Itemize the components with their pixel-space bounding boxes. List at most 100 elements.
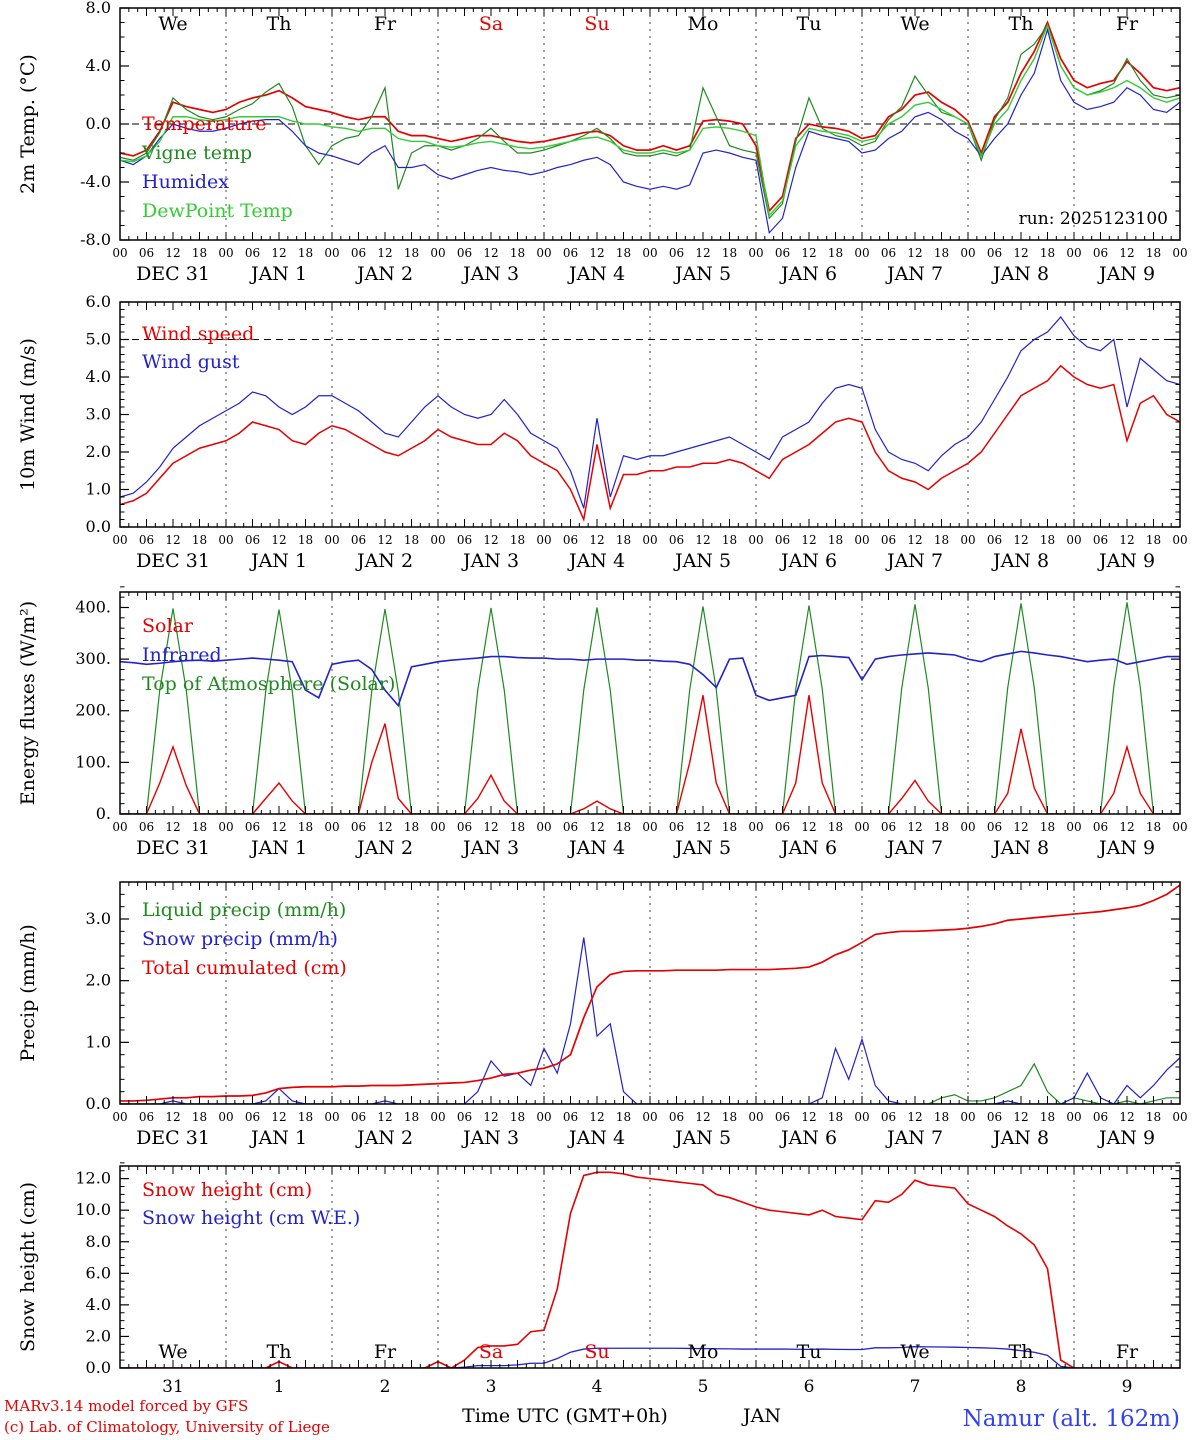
svg-text:00: 00 (112, 246, 127, 260)
model-credit: MARv3.14 model forced by GFS (c) Lab. of… (4, 1396, 330, 1438)
svg-text:0.0: 0.0 (86, 517, 111, 536)
svg-text:00: 00 (536, 1110, 551, 1124)
svg-text:18: 18 (1146, 1110, 1161, 1124)
svg-text:12: 12 (907, 1110, 922, 1124)
svg-text:12: 12 (1013, 820, 1028, 834)
svg-text:18: 18 (1040, 533, 1055, 547)
svg-text:18: 18 (404, 246, 419, 260)
svg-text:Sa: Sa (479, 13, 503, 35)
svg-text:JAN 8: JAN 8 (991, 837, 1049, 859)
svg-text:JAN 9: JAN 9 (1097, 1127, 1155, 1149)
svg-text:00: 00 (960, 820, 975, 834)
svg-text:06: 06 (139, 246, 154, 260)
svg-text:06: 06 (775, 1110, 790, 1124)
svg-text:00: 00 (854, 820, 869, 834)
svg-text:12: 12 (695, 533, 710, 547)
svg-text:12: 12 (907, 246, 922, 260)
svg-text:100.: 100. (75, 752, 111, 771)
svg-text:JAN 3: JAN 3 (461, 1127, 519, 1149)
svg-text:18: 18 (934, 1110, 949, 1124)
svg-text:Mo: Mo (688, 1341, 719, 1363)
svg-text:00: 00 (430, 1110, 445, 1124)
svg-text:JAN 6: JAN 6 (779, 263, 837, 285)
svg-text:18: 18 (616, 533, 631, 547)
svg-text:00: 00 (748, 820, 763, 834)
svg-text:JAN 7: JAN 7 (885, 1127, 943, 1149)
svg-text:00: 00 (324, 533, 339, 547)
svg-text:12: 12 (483, 533, 498, 547)
svg-text:18: 18 (298, 533, 313, 547)
series-wind-speed (120, 364, 1180, 523)
svg-text:0.0: 0.0 (86, 1094, 111, 1113)
svg-text:12: 12 (1013, 533, 1028, 547)
svg-text:06: 06 (245, 246, 260, 260)
svg-text:JAN 4: JAN 4 (567, 263, 625, 285)
svg-text:06: 06 (563, 1110, 578, 1124)
chart-svg-2: 0. 100. 200. 300. 400. 00 06 12 18 00 06 12 18 00 06 12… (17, 586, 1188, 859)
precip-panel: 0.0 1.0 2.0 3.0 00 06 12 18 00 06 12 18 00 06 12 18 00 06… (0, 870, 1194, 1160)
svg-text:DEC 31: DEC 31 (136, 263, 210, 285)
svg-text:18: 18 (828, 246, 843, 260)
svg-text:Th: Th (267, 13, 292, 35)
svg-text:2: 2 (380, 1377, 391, 1397)
svg-text:06: 06 (245, 820, 260, 834)
svg-text:00: 00 (324, 246, 339, 260)
svg-text:4.0: 4.0 (86, 56, 111, 75)
svg-text:00: 00 (218, 1110, 233, 1124)
svg-text:06: 06 (457, 820, 472, 834)
svg-text:18: 18 (298, 246, 313, 260)
svg-text:18: 18 (404, 820, 419, 834)
footer-line-2: (c) Lab. of Climatology, University of L… (4, 1418, 330, 1436)
svg-text:JAN 6: JAN 6 (779, 837, 837, 859)
svg-text:06: 06 (457, 246, 472, 260)
svg-text:18: 18 (722, 1110, 737, 1124)
svg-text:Snow precip (mm/h): Snow precip (mm/h) (142, 928, 338, 950)
svg-text:JAN 1: JAN 1 (249, 1127, 307, 1149)
svg-text:12: 12 (483, 246, 498, 260)
svg-text:JAN 4: JAN 4 (567, 1127, 625, 1149)
svg-text:Namur (alt. 162m): Namur (alt. 162m) (963, 1406, 1180, 1432)
series-top-of-atmosphere-solar- (120, 602, 1180, 814)
svg-text:18: 18 (404, 533, 419, 547)
svg-text:00: 00 (324, 1110, 339, 1124)
svg-text:12: 12 (907, 533, 922, 547)
svg-text:12: 12 (1119, 533, 1134, 547)
svg-text:00: 00 (1066, 246, 1081, 260)
svg-text:We: We (900, 13, 929, 35)
svg-text:12: 12 (589, 1110, 604, 1124)
svg-text:Temperature: Temperature (142, 113, 266, 135)
temperature-panel: -8.0 -4.0 0.0 4.0 8.0 00 06 12 18 00 06 12 18 00 06 12 1… (0, 0, 1194, 292)
svg-text:1.0: 1.0 (86, 1032, 111, 1051)
svg-text:JAN 9: JAN 9 (1097, 837, 1155, 859)
svg-text:12: 12 (377, 246, 392, 260)
series-humidex (120, 27, 1180, 235)
svg-text:00: 00 (218, 820, 233, 834)
svg-text:JAN 8: JAN 8 (991, 550, 1049, 572)
svg-text:18: 18 (298, 1110, 313, 1124)
svg-text:12: 12 (1119, 820, 1134, 834)
svg-text:18: 18 (192, 533, 207, 547)
svg-text:12: 12 (1013, 1110, 1028, 1124)
svg-text:We: We (900, 1341, 929, 1363)
svg-text:JAN 1: JAN 1 (249, 550, 307, 572)
series-liquid-precip-mm-h- (120, 1062, 1180, 1104)
svg-text:06: 06 (563, 533, 578, 547)
svg-text:JAN 3: JAN 3 (461, 550, 519, 572)
svg-text:18: 18 (510, 533, 525, 547)
svg-text:Time UTC (GMT+0h): Time UTC (GMT+0h) (462, 1405, 668, 1427)
svg-text:Liquid precip (mm/h): Liquid precip (mm/h) (142, 899, 346, 921)
svg-text:00: 00 (748, 1110, 763, 1124)
svg-text:JAN 6: JAN 6 (779, 1127, 837, 1149)
svg-text:12: 12 (483, 820, 498, 834)
svg-text:JAN 5: JAN 5 (673, 1127, 731, 1149)
svg-text:12: 12 (377, 533, 392, 547)
svg-text:06: 06 (775, 820, 790, 834)
svg-text:Su: Su (584, 13, 609, 35)
svg-text:00: 00 (854, 1110, 869, 1124)
chart-svg-4: 0.0 2.0 4.0 6.0 8.0 10.0 12.0 31 1 2 3 4 5 6 7 8 9 We Th Fr… (17, 1162, 1181, 1432)
svg-text:18: 18 (1040, 1110, 1055, 1124)
svg-text:12: 12 (377, 820, 392, 834)
svg-text:Fr: Fr (1116, 1341, 1139, 1363)
svg-text:JAN 7: JAN 7 (885, 263, 943, 285)
svg-text:12: 12 (271, 246, 286, 260)
